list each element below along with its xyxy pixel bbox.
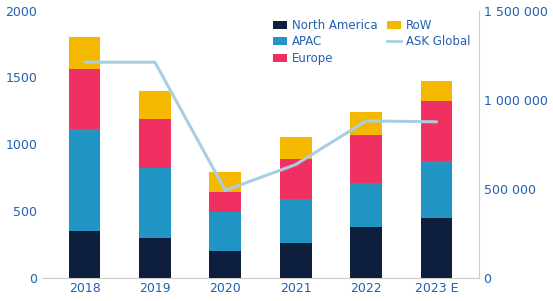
Bar: [69, 37, 100, 69]
Bar: [210, 212, 241, 251]
Bar: [69, 231, 100, 278]
Bar: [350, 112, 382, 135]
Bar: [421, 218, 452, 278]
Bar: [280, 137, 311, 159]
Bar: [350, 227, 382, 278]
Bar: [69, 129, 100, 231]
Bar: [210, 192, 241, 212]
Bar: [139, 91, 171, 119]
Bar: [210, 251, 241, 278]
Bar: [280, 199, 311, 243]
Bar: [139, 119, 171, 168]
Bar: [421, 161, 452, 218]
Bar: [350, 135, 382, 183]
Bar: [210, 172, 241, 192]
Bar: [139, 237, 171, 278]
Bar: [280, 159, 311, 199]
Bar: [139, 168, 171, 237]
Bar: [350, 183, 382, 227]
Bar: [280, 243, 311, 278]
Bar: [421, 101, 452, 161]
Bar: [69, 69, 100, 129]
Bar: [421, 81, 452, 101]
Legend: North America, APAC, Europe, RoW, ASK Global: North America, APAC, Europe, RoW, ASK Gl…: [271, 17, 473, 67]
